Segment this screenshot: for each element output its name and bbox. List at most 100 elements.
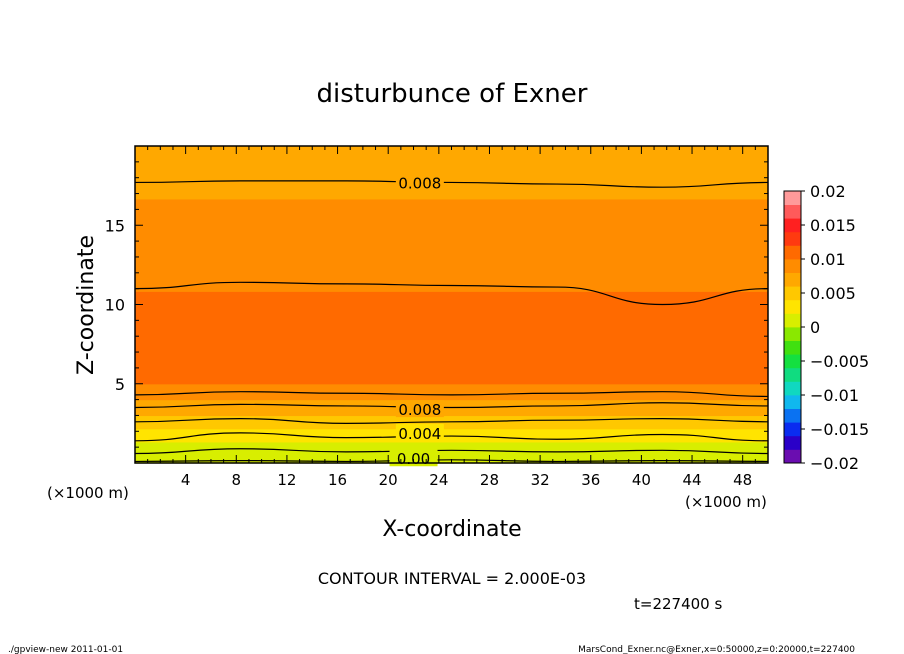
contour-label-bg [395,423,444,441]
field-band [135,153,768,158]
contour-label-bg [395,400,444,418]
colorbar-ticks: 0.02 0.015 0.01 0.005 0 −0.005 −0.01 −0.015 −0.0… [801,182,869,473]
contour-line [134,402,769,409]
colorbar-segment [784,313,801,328]
field-band [135,352,768,356]
field-band [135,383,768,387]
field-band [135,378,768,382]
field-band [135,177,768,181]
field-band [135,338,768,343]
field-band [135,439,768,443]
colorbar-tick-label: 0.02 [810,182,846,201]
field-band [135,159,768,163]
field-band [135,275,768,279]
field-band [135,423,768,427]
field-band [135,227,768,232]
field-band [135,396,768,401]
x-tick-label: 48 [733,471,752,489]
field-band [135,441,768,446]
field-band [135,185,768,189]
footer-left: ./gpview-new 2011-01-01 [8,645,123,654]
field-band [135,280,768,284]
colorbar-segment [784,245,801,260]
field-band [135,156,768,160]
field-band [135,301,768,306]
field-band [135,394,768,398]
field-band [135,209,768,213]
field-band [135,447,768,451]
field-band [135,249,768,253]
field-band [135,418,768,422]
field-band [135,322,768,327]
x-tick-label: 20 [379,471,398,489]
x-tick-label: 40 [632,471,651,489]
colorbar-segment [784,408,801,423]
field-band [135,404,768,409]
field-band [135,386,768,390]
field-band [135,262,768,266]
field-band [135,299,768,303]
field-band [135,357,768,361]
field-band [135,222,768,226]
colorbar-tick-label: 0.015 [810,216,856,235]
colorbar-segment [784,340,801,355]
x-axis-unit-left: (×1000 m) [47,484,129,502]
colorbar-segment [784,381,801,396]
colorbar-segment [784,191,801,205]
y-tick-label: 5 [115,375,125,394]
x-axis-unit-right: (×1000 m) [685,493,767,511]
colorbar-segment [784,395,801,409]
field-band [135,167,768,171]
field-band [135,312,768,316]
field-band [135,175,768,179]
field-band [135,214,768,218]
colorbar-segment [784,354,801,369]
field-band [135,201,768,205]
field-band [135,325,768,329]
colorbar-segment [784,327,801,341]
field-band [135,365,768,369]
field-band [135,259,768,263]
colorbar-tick-label: 0.005 [810,284,856,303]
field-band [135,410,768,414]
contour-line [134,418,769,424]
contour-interval-text: CONTOUR INTERVAL = 2.000E-03 [318,569,586,588]
colorbar-segment [784,272,801,287]
contour-line [134,391,769,398]
field-band [135,389,768,393]
field-band [135,264,768,269]
field-band [135,198,768,203]
colorbar-tick-label: −0.005 [810,352,869,371]
field-band [135,206,768,210]
colorbar-tick-label: −0.01 [810,386,859,405]
field-band [135,362,768,366]
contour-line [134,448,769,455]
x-tick-label: 12 [277,471,296,489]
colorbar-segment [784,286,801,301]
field-band [135,375,768,380]
field-band [135,219,768,224]
field-band [135,381,768,385]
field-band [135,336,768,340]
y-tick-label: 10 [105,296,125,315]
colorbar [783,190,802,464]
colorbar-segment [784,422,801,437]
field-band [135,330,768,335]
field-band [135,230,768,234]
colorbar-segment [784,367,801,382]
field-band [135,169,768,174]
field-band [135,235,768,240]
field-band [135,455,768,459]
x-tick-label: 24 [429,471,448,489]
field-band [135,333,768,337]
field-band [135,251,768,255]
field-band [135,225,768,229]
field-band [135,373,768,377]
chart-title: disturbunce of Exner [317,79,588,109]
field-band [135,204,768,208]
field-band [135,449,768,454]
x-tick-label: 16 [328,471,347,489]
colorbar-segment [784,259,801,273]
field-band [135,151,768,155]
field-band [135,309,768,314]
